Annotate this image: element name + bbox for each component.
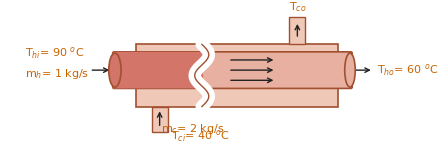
Text: m$_{c}$= 2 kg/s: m$_{c}$= 2 kg/s (161, 122, 225, 136)
Text: T$_{ho}$= 60 $^o$C: T$_{ho}$= 60 $^o$C (377, 62, 439, 78)
Text: T$_{ci}$= 40 $^o$C: T$_{ci}$= 40 $^o$C (171, 128, 230, 144)
Text: T$_{co}$: T$_{co}$ (289, 0, 306, 14)
FancyBboxPatch shape (113, 52, 352, 88)
Ellipse shape (345, 53, 355, 87)
Bar (152, 107, 168, 132)
Bar (136, 44, 337, 107)
FancyBboxPatch shape (113, 52, 203, 88)
Bar (290, 18, 305, 44)
Ellipse shape (109, 53, 121, 87)
Text: T$_{hi}$= 90 $^o$C: T$_{hi}$= 90 $^o$C (25, 45, 84, 61)
Text: m$_{h}$= 1 kg/s: m$_{h}$= 1 kg/s (25, 67, 89, 81)
